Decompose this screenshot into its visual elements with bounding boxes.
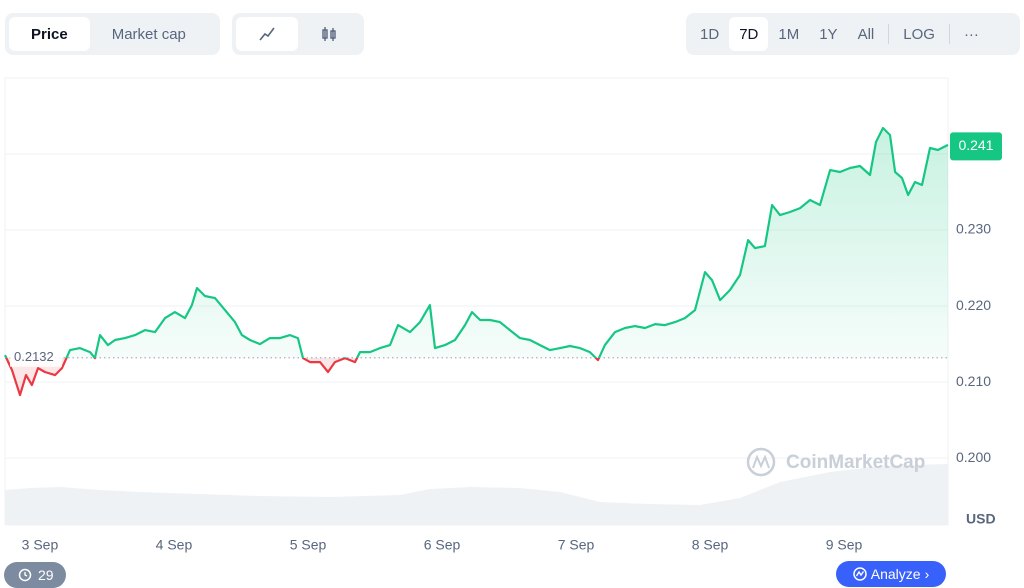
line-icon [259, 27, 275, 41]
x-tick-label: 6 Sep [424, 537, 461, 553]
range-button[interactable]: 1M [778, 25, 800, 43]
more-button[interactable]: ··· [963, 25, 979, 43]
analyze-arrow: › [924, 566, 930, 582]
history-badge[interactable]: 29 [4, 562, 66, 588]
history-icon [18, 568, 32, 582]
baseline-label: 0.2132 [14, 349, 54, 364]
watermark: CoinMarketCap [746, 447, 925, 477]
x-tick-label: 7 Sep [558, 537, 595, 553]
log-button[interactable]: LOG [903, 25, 935, 43]
line-chart-button[interactable] [236, 17, 298, 51]
area [5, 128, 948, 396]
y-tick-label: 0.230 [956, 221, 991, 237]
watermark-text: CoinMarketCap [786, 452, 925, 473]
range-button[interactable]: 1D [700, 25, 720, 43]
x-tick-label: 5 Sep [290, 537, 327, 553]
candle-chart-button[interactable] [298, 17, 360, 51]
y-tick-label: 0.210 [956, 373, 991, 389]
y-tick-label: 0.220 [956, 297, 991, 313]
tab[interactable]: Market cap [111, 25, 186, 43]
baseline-label-bg [10, 348, 62, 367]
chart-type-group [232, 13, 364, 55]
range-button[interactable]: 1Y [819, 25, 838, 43]
history-count: 29 [38, 567, 54, 583]
separator [948, 24, 950, 44]
analyze-icon [853, 567, 867, 581]
candle-icon [322, 27, 336, 41]
y-tick-label: 0.200 [956, 449, 991, 465]
volume-area [5, 464, 948, 525]
analyze-label: Analyze [870, 566, 921, 582]
x-tick-label: 8 Sep [692, 537, 729, 553]
analyze-button[interactable]: Analyze › [836, 561, 946, 587]
y-axis-unit: USD [966, 511, 996, 527]
price-line [4, 126, 949, 397]
separator [888, 24, 890, 44]
range-group: 1D 7D 1M 1Y All LOG ··· [686, 13, 1020, 55]
x-tick-label: 9 Sep [826, 537, 863, 553]
last-price-bg [950, 132, 1002, 161]
x-tick-label: 3 Sep [22, 537, 59, 553]
x-tick-label: 4 Sep [156, 537, 193, 553]
chart: CoinMarketCap USD 0.200 0.210 0.220 0.230 0.… [4, 77, 1002, 553]
tab[interactable]: Price [9, 17, 90, 51]
tab-group: Price Market cap [5, 13, 220, 55]
last-price-label: 0.241 [958, 137, 993, 153]
range-button[interactable]: 7D [729, 17, 769, 51]
range-button[interactable]: All [857, 25, 875, 43]
